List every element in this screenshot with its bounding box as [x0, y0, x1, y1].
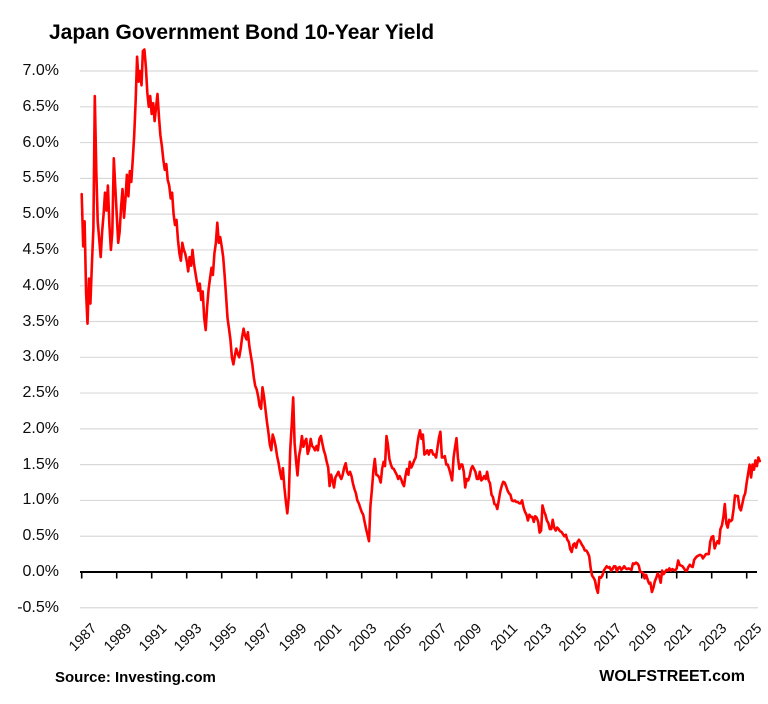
- y-axis-label: 3.5%: [22, 312, 59, 330]
- y-axis-label: 2.0%: [22, 419, 59, 437]
- y-axis-label: -0.5%: [17, 598, 59, 616]
- source-note: Source: Investing.com: [55, 669, 216, 686]
- y-axis-label: 5.5%: [22, 169, 59, 187]
- y-axis-label: 6.0%: [22, 133, 59, 151]
- y-axis-label: 0.5%: [22, 527, 59, 545]
- y-axis-label: 0.0%: [22, 563, 59, 580]
- chart-title: Japan Government Bond 10-Year Yield: [49, 21, 435, 44]
- y-axis-label: 1.0%: [22, 491, 59, 509]
- yield-line: [80, 48, 762, 595]
- y-axis-label: 6.5%: [22, 97, 59, 115]
- y-axis-label: 3.0%: [22, 348, 59, 366]
- y-axis-label: 1.5%: [22, 455, 59, 473]
- y-axis-label: 4.0%: [22, 276, 59, 294]
- y-axis-label: 7.0%: [22, 62, 59, 79]
- wolfstreet-watermark: WOLFSTREET.com: [599, 668, 745, 685]
- y-axis-label: 2.5%: [22, 384, 59, 402]
- y-axis-label: 4.5%: [22, 240, 59, 258]
- y-axis-label: 5.0%: [22, 205, 59, 223]
